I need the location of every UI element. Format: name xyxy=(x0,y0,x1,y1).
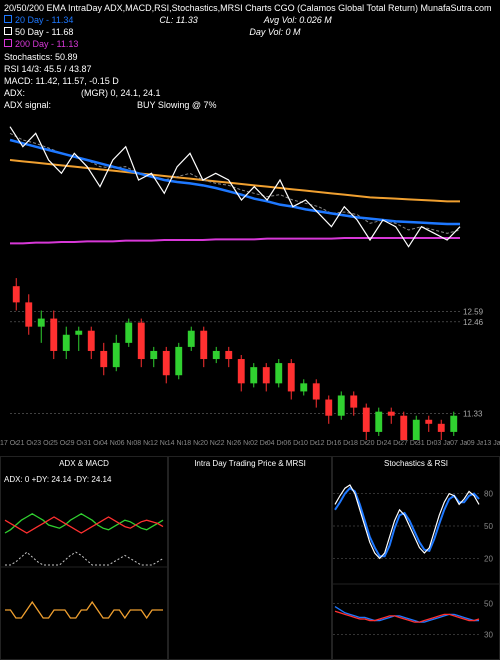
ma50: 50 Day - 11.68 xyxy=(15,27,73,37)
mgr: (MGR) 0, 24.1, 24.1 xyxy=(81,87,161,99)
ma200: 200 Day - 11.13 xyxy=(15,39,78,49)
svg-text:30: 30 xyxy=(484,631,493,640)
svg-text:20: 20 xyxy=(484,554,493,563)
stoch-rsi-panel: Stochastics & RSI 80 50 20 50 30 xyxy=(332,456,500,660)
stoch: Stochastics: 50.89 xyxy=(4,51,78,63)
rsi: RSI 14/3: 45.5 / 43.87 xyxy=(4,63,92,75)
ma20: 20 Day - 11.34 xyxy=(15,15,73,25)
day-vol: Day Vol: 0 M xyxy=(249,26,300,38)
intraday-panel: Intra Day Trading Price & MRSI xyxy=(168,456,332,660)
adx-macd-panel: ADX & MACD ADX: 0 +DY: 24.14 -DY: 24.14 xyxy=(0,456,168,660)
intraday-title: Intra Day Trading Price & MRSI xyxy=(169,457,331,470)
svg-text:50: 50 xyxy=(484,522,493,531)
adx-title: ADX & MACD xyxy=(1,457,167,470)
top-line: 20/50/200 EMA IntraDay ADX,MACD,RSI,Stoc… xyxy=(4,2,492,14)
price-panel xyxy=(0,100,500,260)
svg-text:12.46: 12.46 xyxy=(463,318,484,327)
header-block: 20/50/200 EMA IntraDay ADX,MACD,RSI,Stoc… xyxy=(0,0,500,100)
svg-text:50: 50 xyxy=(484,600,493,609)
adx-label: ADX: xyxy=(4,87,25,99)
close-price: CL: 11.33 xyxy=(159,14,197,26)
svg-text:ADX: 0 +DY: 24.14 -DY: 24.14: ADX: 0 +DY: 24.14 -DY: 24.14 xyxy=(4,475,112,484)
x-axis-dates: 17 Oct21 Oct23 Oct25 Oct29 Oct31 Oct04 N… xyxy=(0,440,500,454)
bottom-panels: ADX & MACD ADX: 0 +DY: 24.14 -DY: 24.14 … xyxy=(0,456,500,660)
stoch-title: Stochastics & RSI xyxy=(333,457,499,470)
svg-text:80: 80 xyxy=(484,490,493,499)
svg-text:11.33: 11.33 xyxy=(463,409,483,418)
svg-text:12.59: 12.59 xyxy=(463,307,484,316)
candle-panel: 12.59 12.46 11.33 xyxy=(0,270,500,440)
macd: MACD: 11.42, 11.57, -0.15 D xyxy=(4,75,119,87)
avg-vol: Avg Vol: 0.026 M xyxy=(264,14,332,26)
